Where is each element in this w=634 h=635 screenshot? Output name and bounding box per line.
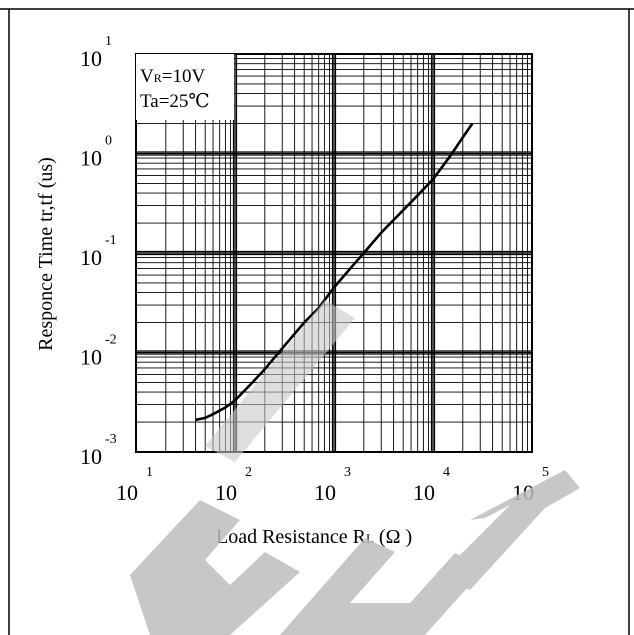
x-tick-label: 10 <box>116 480 138 505</box>
y-tick-label: 10 <box>80 46 102 71</box>
x-tick-exponent: 3 <box>344 465 351 480</box>
x-axis-label: Load Resistance RL (Ω ) <box>216 526 412 548</box>
y-tick-exponent: 0 <box>105 134 112 149</box>
x-tick-labels: 101102103104105 <box>116 465 549 505</box>
y-tick-label: 10 <box>80 245 102 270</box>
condition-ta: Ta=25℃ <box>140 91 210 112</box>
x-tick-exponent: 1 <box>146 465 153 480</box>
grid-lines <box>136 54 532 452</box>
watermark <box>130 300 580 635</box>
x-tick-exponent: 5 <box>542 465 549 480</box>
watermark-h-letter <box>280 538 485 635</box>
watermark-g-letter <box>130 500 300 635</box>
watermark-slash <box>205 300 355 462</box>
y-tick-label: 10 <box>80 444 102 469</box>
y-tick-exponent: 1 <box>105 34 112 49</box>
y-tick-label: 10 <box>80 146 102 171</box>
x-tick-exponent: 2 <box>245 465 252 480</box>
x-tick-label: 10 <box>215 480 237 505</box>
y-tick-exponent: -3 <box>105 432 117 447</box>
plot-area <box>135 53 533 453</box>
condition-vr: VR=10V <box>140 66 205 87</box>
response-time-curve <box>195 122 474 422</box>
x-tick-label: 10 <box>314 480 336 505</box>
x-tick-exponent: 4 <box>443 465 450 480</box>
x-tick-label: 10 <box>413 480 435 505</box>
watermark-t-letter <box>440 470 580 590</box>
y-axis-label: Responce Time tr,tf (us) <box>35 157 57 351</box>
y-tick-label: 10 <box>80 345 102 370</box>
y-tick-exponent: -1 <box>105 233 117 248</box>
plot-border <box>135 53 533 453</box>
y-tick-exponent: -2 <box>105 333 117 348</box>
conditions-box <box>136 54 234 120</box>
